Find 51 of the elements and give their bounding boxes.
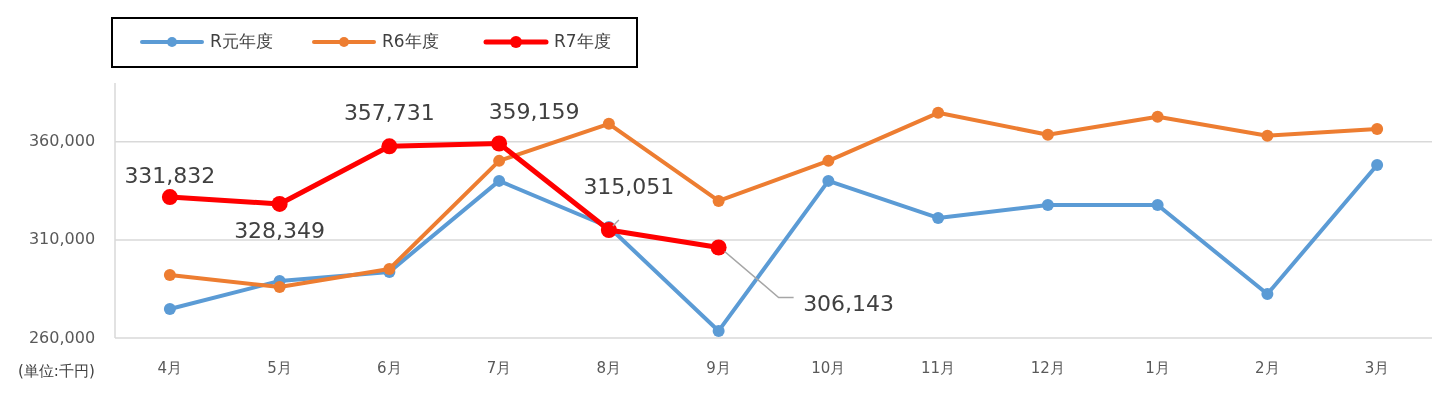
point (1151, 110, 1164, 123)
data-label: 359,159 (488, 99, 580, 125)
x-tick-label: 9月 (706, 358, 731, 377)
point (1041, 128, 1054, 141)
point (712, 324, 725, 337)
point (822, 174, 835, 187)
y-tick-label: 360,000 (28, 131, 96, 151)
data-label: 328,349 (234, 217, 326, 243)
legend-label: R元年度 (210, 31, 273, 51)
y-tick-label: 260,000 (28, 327, 96, 347)
data-label: 331,832 (124, 163, 216, 189)
data-label: 357,731 (343, 100, 435, 126)
point (1261, 288, 1274, 301)
point (1371, 158, 1384, 171)
y-tick-label: 310,000 (28, 229, 96, 249)
point (602, 117, 615, 130)
text: (単位:千円) (18, 361, 95, 380)
point (710, 239, 727, 256)
data-label: 306,143 (803, 291, 895, 317)
x-tick-label: 2月 (1255, 358, 1280, 377)
point (271, 195, 288, 212)
x-tick-label: 5月 (267, 358, 292, 377)
point (493, 154, 506, 167)
point (163, 269, 176, 282)
point (712, 194, 725, 207)
x-tick-label: 11月 (921, 358, 956, 377)
x-tick-label: 6月 (377, 358, 402, 377)
x-tick-label: 7月 (486, 358, 512, 377)
x-tick-label: 12月 (1030, 358, 1065, 377)
point (932, 211, 945, 224)
point (163, 302, 176, 315)
x-tick-label: 4月 (157, 358, 183, 377)
point (493, 174, 506, 187)
x-tick-label: 10月 (811, 358, 846, 377)
point (491, 135, 508, 152)
point (1151, 199, 1164, 212)
legend-label: R7年度 (554, 31, 611, 51)
point (273, 281, 286, 293)
x-tick-label: 3月 (1364, 358, 1390, 377)
point (1041, 199, 1054, 212)
point (600, 222, 617, 239)
x-tick-label: 8月 (596, 358, 622, 377)
data-label: 315,051 (583, 174, 675, 200)
point (822, 154, 835, 167)
point (161, 189, 178, 206)
x-tick-label: 1月 (1145, 358, 1170, 377)
point (1371, 122, 1384, 135)
point (381, 138, 398, 155)
point (1261, 129, 1274, 142)
point (932, 106, 945, 119)
legend-label: R6年度 (382, 31, 439, 51)
